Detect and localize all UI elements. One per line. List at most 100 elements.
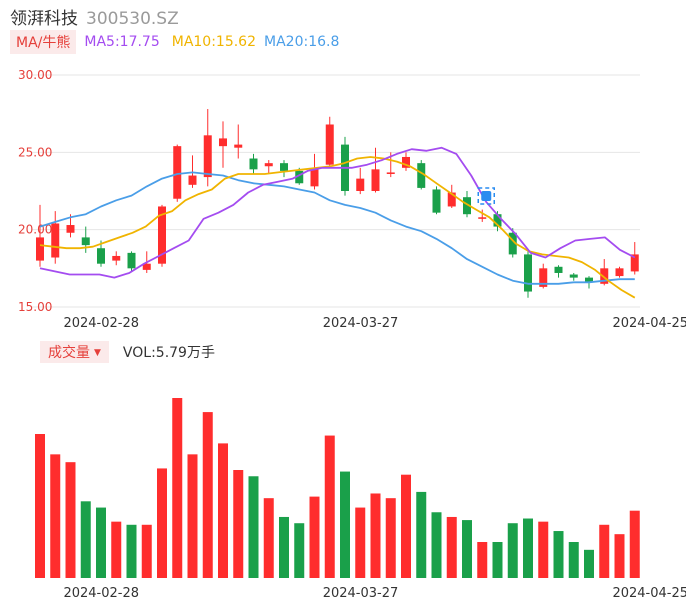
x-tick-label: 2024-04-25 (612, 316, 686, 331)
volume-bar (324, 435, 335, 578)
y-tick-label: 30.00 (18, 68, 52, 82)
candle-body (615, 268, 624, 277)
ma5-line (39, 146, 636, 279)
volume-bar (416, 491, 427, 578)
candle-body (112, 255, 121, 261)
x-tick-label: 2024-02-28 (63, 316, 139, 331)
x-tick-label: 2024-02-28 (63, 586, 139, 601)
candle-body (386, 172, 395, 174)
volume-bar (431, 512, 442, 578)
candle-body (203, 135, 212, 178)
volume-bar (141, 524, 152, 578)
volume-bar (523, 518, 533, 578)
volume-date-axis: 2024-02-28 2024-03-27 2024-04-25 (63, 586, 686, 601)
volume-bar (462, 520, 472, 578)
volume-bar (446, 516, 457, 578)
volume-bar (538, 521, 549, 578)
volume-bar (111, 521, 122, 578)
volume-bar (218, 443, 228, 578)
event-marker-frame[interactable] (477, 187, 495, 205)
volume-bar (263, 498, 274, 578)
x-tick-label: 2024-03-27 (323, 586, 399, 601)
candle-body (402, 156, 410, 168)
y-tick-label: 15.00 (18, 300, 52, 314)
volume-bar (629, 510, 640, 578)
volume-bar (599, 524, 610, 578)
candle-body (585, 277, 593, 283)
candle-body (325, 124, 334, 165)
candle-body (371, 169, 380, 191)
candle-body (447, 192, 456, 207)
candle-body (417, 163, 426, 188)
candle-body (36, 237, 44, 261)
volume-bar (401, 474, 411, 578)
volume-bar (35, 434, 45, 578)
volume-bar (248, 476, 259, 578)
volume-bar (96, 507, 106, 578)
candle-body (188, 175, 197, 185)
ma-type-selector[interactable]: MA/牛熊 (10, 30, 77, 54)
x-tick-label: 2024-03-27 (323, 316, 399, 331)
event-marker-icon[interactable] (481, 191, 492, 201)
candle-body (569, 274, 578, 278)
candle-body (219, 138, 227, 147)
volume-bar (309, 496, 320, 578)
candle-body (600, 268, 609, 284)
caret-down-icon: ▼ (94, 348, 101, 358)
candle-body (97, 248, 105, 264)
candle-body (81, 237, 90, 246)
indicator-selector[interactable]: 成交量 ▼ (40, 341, 109, 363)
candle-body (463, 197, 471, 215)
price-grid (32, 74, 640, 308)
volume-bar (80, 501, 91, 578)
volume-bar (65, 462, 76, 578)
candle-body (508, 232, 517, 255)
stock-name: 领湃科技 (10, 9, 78, 29)
candle-body (630, 254, 639, 272)
ma-legend: MA/牛熊 MA5:17.75 MA10:15.62 MA20:16.8 (10, 30, 339, 54)
volume-bar (187, 454, 198, 578)
volume-value: VOL:5.79万手 (122, 345, 215, 361)
volume-bar (233, 470, 244, 578)
candle-body (158, 206, 166, 264)
candle-body (142, 263, 151, 270)
volume-bar (477, 542, 488, 578)
volume-bar (553, 531, 564, 578)
event-marker[interactable] (477, 187, 495, 205)
candle-body (280, 163, 288, 171)
volume-legend: 成交量 ▼ VOL:5.79万手 (40, 341, 215, 363)
title-row: 领湃科技 300530.SZ (10, 4, 179, 29)
candle-body (127, 252, 136, 269)
volume-bar (614, 534, 625, 578)
volume-bar (294, 523, 305, 578)
ma10-legend: MA10:15.62 (171, 34, 257, 50)
candle-body (234, 144, 243, 148)
price-date-axis: 2024-02-28 2024-03-27 2024-04-25 (63, 316, 686, 331)
volume-bar (385, 498, 396, 578)
candle-body (493, 214, 502, 227)
ma5-legend: MA5:17.75 (84, 34, 160, 50)
stock-code: 300530.SZ (86, 9, 179, 29)
volume-bar (202, 412, 213, 578)
candle-body (295, 170, 304, 184)
volume-bar (279, 516, 289, 578)
candle-body (432, 189, 441, 213)
candle-body (249, 158, 258, 170)
volume-bar (584, 549, 594, 578)
candle-body (264, 163, 273, 167)
volume-bar (370, 493, 381, 578)
volume-bar (126, 524, 137, 578)
volume-bars (35, 398, 640, 578)
y-tick-label: 25.00 (18, 145, 52, 159)
candle-body (478, 217, 487, 219)
indicator-selector-label: 成交量 (48, 345, 90, 361)
volume-bar (507, 523, 518, 578)
candle-body (554, 266, 563, 273)
volume-bar (50, 454, 61, 578)
ma20-legend: MA20:16.8 (264, 34, 340, 50)
candle-body (539, 268, 548, 287)
volume-bar (355, 507, 366, 578)
volume-bar (340, 471, 350, 578)
